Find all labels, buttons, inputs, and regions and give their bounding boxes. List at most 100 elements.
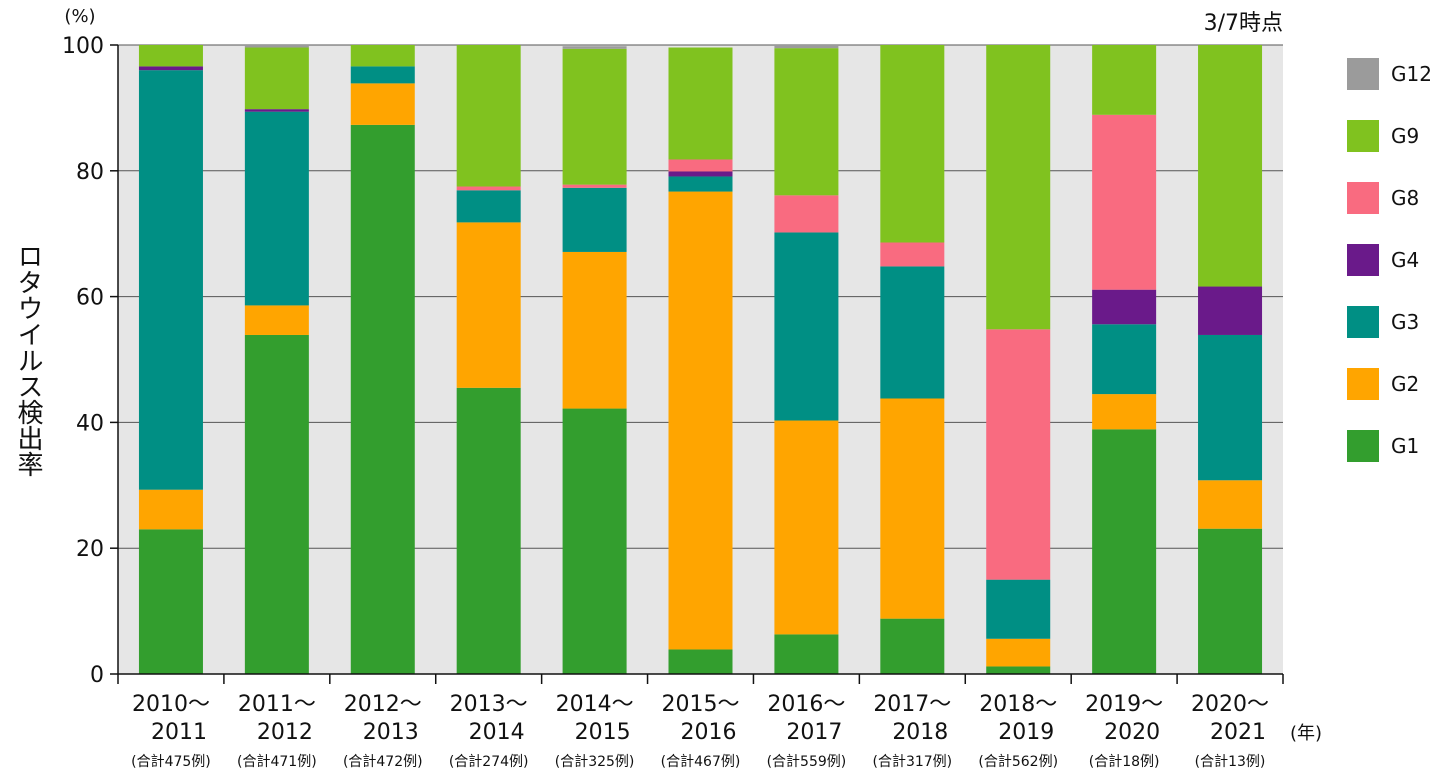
bar-segment-g8 [774, 195, 839, 233]
legend-swatch-g9 [1347, 120, 1379, 152]
x-category-label-line1: 2017～ [873, 692, 951, 717]
x-category-label-line1: 2020～ [1191, 692, 1269, 717]
legend-label-g2: G2 [1391, 372, 1419, 396]
legend-label-g4: G4 [1391, 248, 1419, 272]
x-category-label-line2: 2014 [469, 720, 525, 745]
x-category-label-line2: 2018 [892, 720, 948, 745]
x-category-label-line2: 2017 [786, 720, 842, 745]
bar-segment-g9 [138, 45, 203, 67]
bar-segment-g2 [456, 222, 521, 388]
x-category-label-line1: 2019～ [1085, 692, 1163, 717]
legend-label-g12: G12 [1391, 62, 1432, 86]
bar-segment-g12 [562, 46, 627, 49]
bar-segment-g1 [1092, 429, 1157, 674]
legend-label-g3: G3 [1391, 310, 1419, 334]
bar-segment-g3 [1198, 334, 1263, 481]
bar-segment-g9 [1198, 45, 1263, 287]
bar-segment-g8 [456, 186, 521, 191]
legend-label-g8: G8 [1391, 186, 1419, 210]
bar-segment-g1 [880, 618, 945, 674]
bar-segment-g1 [350, 124, 415, 675]
x-category-label-line1: 2018～ [979, 692, 1057, 717]
legend-swatch-g12 [1347, 58, 1379, 90]
y-axis-unit: (%) [64, 6, 95, 27]
x-category-label-line2: 2021 [1210, 720, 1266, 745]
bar-segment-g2 [880, 398, 945, 619]
bar-segment-g2 [562, 251, 627, 409]
x-category-count-label: (合計317例) [872, 754, 952, 770]
x-category-count-label: (合計559例) [767, 754, 847, 770]
bar-segment-g3 [244, 111, 309, 306]
bar-segment-g8 [668, 159, 733, 172]
bar-segment-g2 [1198, 480, 1263, 529]
date-note: 3/7時点 [1204, 11, 1283, 36]
bar-segment-g2 [350, 83, 415, 125]
legend-swatch-g2 [1347, 368, 1379, 400]
bar-segment-g8 [562, 184, 627, 188]
bar-segment-g8 [880, 242, 945, 267]
x-category-label-line2: 2015 [575, 720, 631, 745]
bar-segment-g1 [138, 529, 203, 674]
x-category-count-label: (合計13例) [1195, 754, 1266, 770]
bar-segment-g3 [774, 232, 839, 421]
y-tick-label: 40 [76, 411, 104, 436]
y-tick-label: 20 [76, 537, 104, 562]
bar-segment-g1 [562, 408, 627, 674]
bar-segment-g8 [986, 329, 1051, 580]
legend-label-g1: G1 [1391, 434, 1419, 458]
bar-segment-g9 [668, 47, 733, 160]
bar-segment-g3 [350, 66, 415, 84]
bar-segment-g4 [138, 66, 203, 71]
bar-segment-g3 [138, 70, 203, 490]
y-axis-title: ロタウイルス検出率 [13, 243, 43, 477]
bar-segment-g12 [244, 45, 309, 48]
bar-segment-g1 [774, 634, 839, 674]
bar-segment-g3 [456, 190, 521, 223]
bar-segment-g9 [774, 48, 839, 196]
bar-segment-g9 [880, 45, 945, 243]
bar-segment-g2 [668, 191, 733, 650]
legend-swatch-g1 [1347, 430, 1379, 462]
bar-segment-g9 [350, 45, 415, 67]
bar-segment-g4 [668, 171, 733, 177]
y-tick-label: 80 [76, 160, 104, 185]
legend-swatch-g3 [1347, 306, 1379, 338]
bar-segment-g4 [1198, 286, 1263, 335]
bar-segment-g1 [1198, 528, 1263, 674]
x-category-label-line2: 2019 [998, 720, 1054, 745]
bar-segment-g8 [1092, 114, 1157, 290]
bar-segment-g1 [986, 666, 1051, 674]
bar-segment-g9 [1092, 45, 1157, 115]
x-category-count-label: (合計467例) [661, 754, 741, 770]
bar-segment-g9 [562, 48, 627, 185]
bar-segment-g1 [456, 387, 521, 674]
x-category-label-line1: 2011～ [238, 692, 316, 717]
x-axis-unit: (年) [1290, 723, 1322, 744]
legend-swatch-g8 [1347, 182, 1379, 214]
bar-segment-g9 [456, 45, 521, 187]
bar-segment-g3 [880, 266, 945, 399]
x-category-label-line1: 2016～ [767, 692, 845, 717]
x-category-count-label: (合計18例) [1089, 754, 1160, 770]
y-tick-label: 0 [90, 663, 104, 688]
bar-segment-g9 [986, 45, 1051, 330]
x-category-count-label: (合計274例) [449, 754, 529, 770]
x-category-label-line1: 2015～ [662, 692, 740, 717]
y-tick-label: 100 [62, 34, 104, 59]
x-category-label-line1: 2012～ [344, 692, 422, 717]
bar-segment-g4 [1092, 289, 1157, 325]
x-category-label-line1: 2013～ [450, 692, 528, 717]
bar-segment-g2 [774, 420, 839, 635]
y-tick-label: 60 [76, 286, 104, 311]
bar-segment-g4 [244, 109, 309, 112]
x-category-label-line2: 2012 [257, 720, 313, 745]
bar-segment-g9 [244, 47, 309, 110]
x-category-count-label: (合計472例) [343, 754, 423, 770]
legend-swatch-g4 [1347, 244, 1379, 276]
x-category-count-label: (合計471例) [237, 754, 317, 770]
x-category-count-label: (合計562例) [978, 754, 1058, 770]
x-category-count-label: (合計325例) [555, 754, 635, 770]
x-category-label-line2: 2013 [363, 720, 419, 745]
